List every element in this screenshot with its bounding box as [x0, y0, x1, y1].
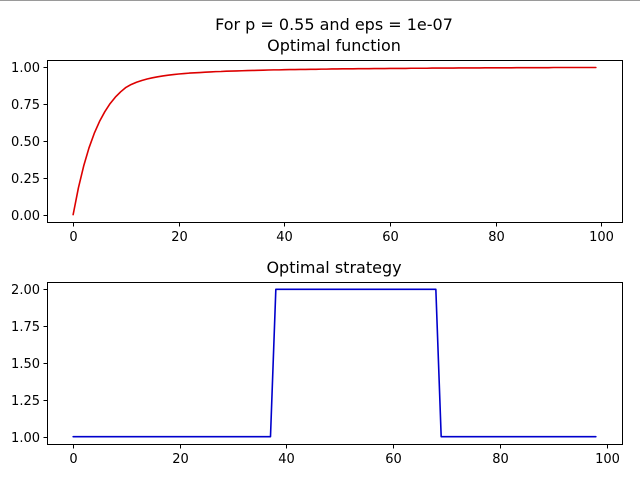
top-chart: Optimal function 0 20 40 60 80 100 0.00 0.25 0.5…: [11, 36, 623, 245]
top-chart-y-tick-label: 0.75: [11, 98, 40, 113]
window-top-border: [0, 0, 640, 1]
top-chart-y-tick-label: 0.00: [11, 209, 40, 224]
top-chart-x-tick-label: 40: [276, 230, 293, 245]
bottom-chart-axes-frame: [47, 282, 623, 445]
top-chart-x-tick-label: 60: [382, 230, 399, 245]
bottom-chart-y-tick-label: 1.50: [11, 357, 40, 372]
figure-suptitle: For p = 0.55 and eps = 1e-07: [215, 15, 453, 34]
bottom-chart-title: Optimal strategy: [266, 258, 401, 277]
top-chart-axes-frame: [47, 60, 623, 223]
bottom-chart-y-tick-label: 1.00: [11, 431, 40, 446]
top-chart-x-tick-label: 100: [589, 230, 614, 245]
top-chart-x-tick-label: 0: [69, 230, 77, 245]
top-chart-y-tick-label: 0.50: [11, 135, 40, 150]
bottom-chart: Optimal strategy 0 20 40 60 80 100 1.00 1.25 1.5…: [11, 258, 623, 467]
bottom-chart-x-tick-label: 20: [172, 452, 189, 467]
top-chart-y-tick-label: 1.00: [11, 61, 40, 76]
bottom-chart-y-tick-label: 1.25: [11, 394, 40, 409]
bottom-chart-plot-area: 0 20 40 60 80 100 1.00 1.25 1.50 1.75 2.00: [11, 282, 623, 467]
top-chart-series-line-0: [72, 66, 597, 216]
bottom-chart-x-tick-label: 40: [278, 452, 295, 467]
top-chart-x-tick-label: 20: [171, 230, 188, 245]
bottom-chart-x-tick-label: 60: [385, 452, 402, 467]
bottom-chart-x-tick-label: 0: [69, 452, 77, 467]
top-chart-plot-area: 0 20 40 60 80 100 0.00 0.25 0.50 0.75 1.00: [11, 60, 623, 245]
bottom-chart-series-line-0: [72, 288, 597, 438]
top-chart-x-tick-label: 80: [488, 230, 505, 245]
top-chart-title: Optimal function: [267, 36, 401, 55]
bottom-chart-x-tick-label: 100: [595, 452, 620, 467]
bottom-chart-x-tick-label: 80: [492, 452, 509, 467]
bottom-chart-y-tick-label: 2.00: [11, 283, 40, 298]
bottom-chart-y-tick-label: 1.75: [11, 320, 40, 335]
top-chart-y-tick-label: 0.25: [11, 172, 40, 187]
